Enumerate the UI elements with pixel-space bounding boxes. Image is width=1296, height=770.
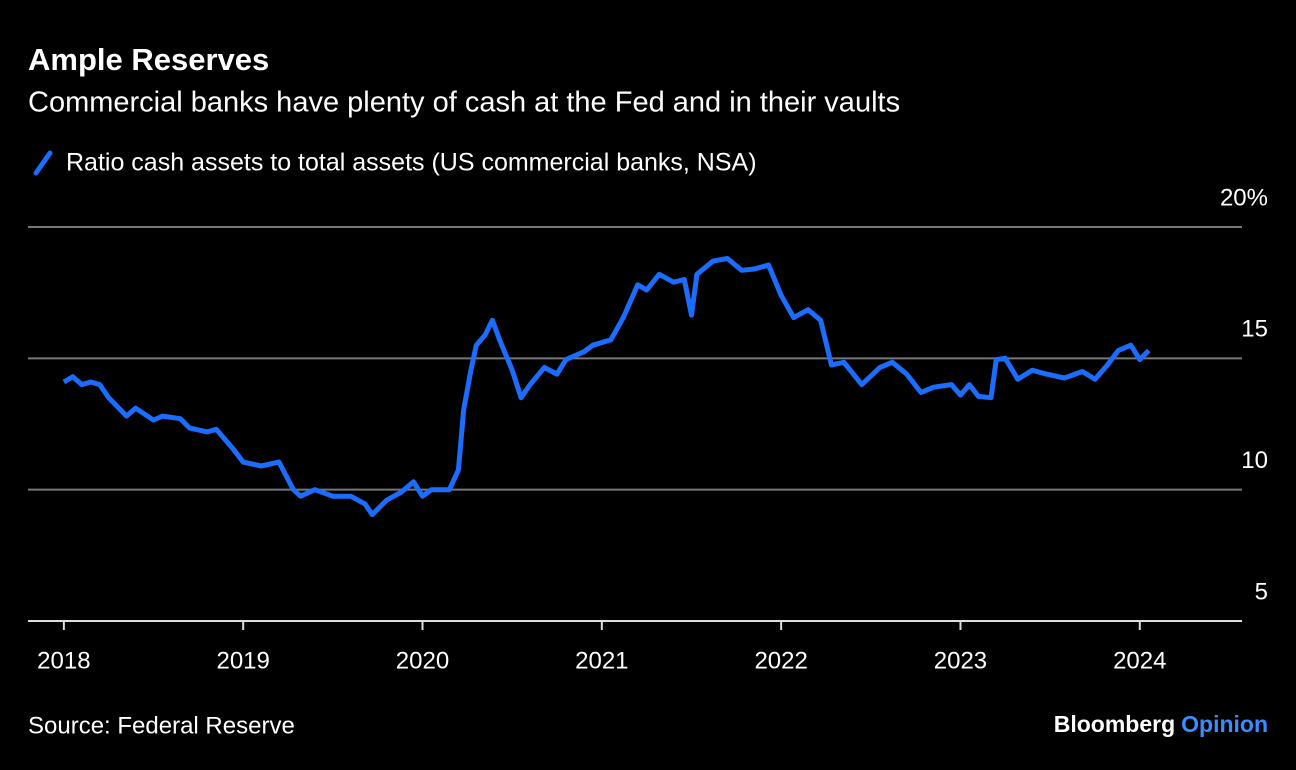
chart-title: Ample Reserves (28, 42, 269, 77)
x-tick-label: 2022 (754, 647, 807, 674)
y-tick-label: 5 (1255, 578, 1268, 605)
y-tick-label: 20% (1220, 184, 1268, 211)
legend-swatch (33, 150, 53, 176)
x-tick-label: 2023 (934, 647, 987, 674)
chart-subtitle: Commercial banks have plenty of cash at … (28, 87, 900, 119)
source: Source: Federal Reserve (28, 712, 295, 739)
y-tick-label: 15 (1241, 316, 1268, 343)
x-tick-label: 2019 (216, 647, 269, 674)
x-tick-label: 2024 (1113, 647, 1166, 674)
brand-suffix: Opinion (1181, 711, 1268, 737)
brand-name: Bloomberg (1054, 711, 1175, 737)
x-tick-label: 2018 (37, 647, 90, 674)
y-tick-label: 10 (1241, 447, 1268, 474)
brand: Bloomberg Opinion (1054, 711, 1268, 737)
x-tick-label: 2021 (575, 647, 628, 674)
data-line (62, 256, 1151, 518)
x-tick-label: 2020 (396, 647, 449, 674)
legend-label: Ratio cash assets to total assets (US co… (66, 149, 757, 177)
